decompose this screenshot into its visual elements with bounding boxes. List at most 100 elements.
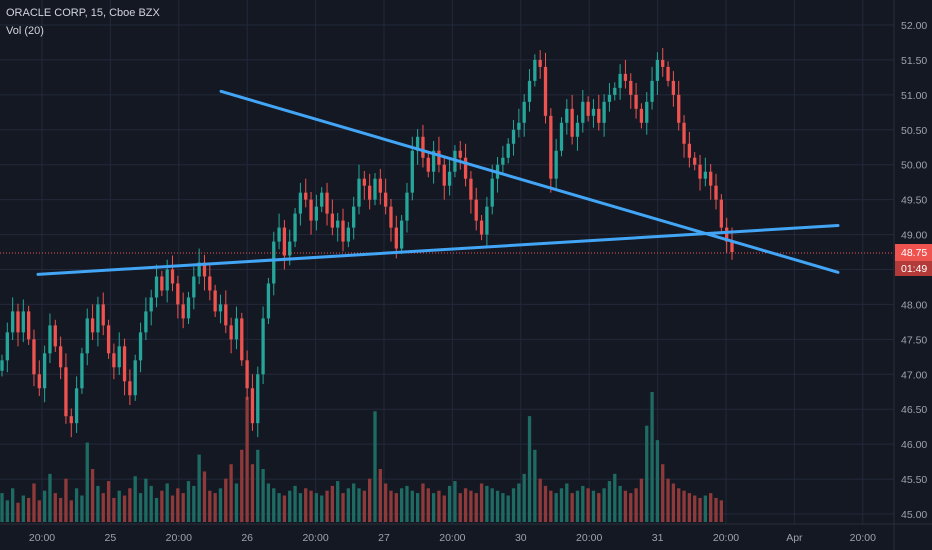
volume-bar (591, 490, 596, 522)
time-axis[interactable]: 20:00 25 20:00 26 20:00 27 20:00 30 20:00 31 20:00… (29, 532, 876, 544)
volume-bar (650, 392, 654, 522)
candle-body (165, 269, 169, 291)
candle-body (304, 192, 308, 200)
candle-body (192, 276, 196, 298)
candle-body (256, 374, 260, 424)
volume-bar (565, 483, 569, 522)
candle-body (96, 304, 100, 333)
candle-body (90, 318, 95, 333)
volume-bar (208, 490, 212, 522)
volume-bar (64, 478, 68, 522)
candle-body (661, 59, 665, 67)
candle-body (58, 346, 63, 368)
volume-bar (634, 488, 638, 522)
volume-bar (511, 488, 516, 522)
volume-bar (575, 490, 580, 522)
price-tick: 49.50 (901, 195, 927, 207)
volume-bar (341, 493, 345, 522)
candle-body (655, 59, 660, 81)
price-tick: 46.50 (901, 404, 927, 416)
volume-bar (581, 485, 585, 522)
volume-bar (320, 495, 324, 522)
volume-bar (490, 488, 494, 522)
price-tick: 50.00 (901, 160, 927, 172)
time-tick: 20:00 (576, 532, 602, 544)
price-axis[interactable]: 52.0051.5051.0050.5050.0049.5049.0048.50… (901, 20, 927, 521)
candle-body (650, 80, 654, 102)
candle-body (613, 87, 617, 95)
candle-body (101, 304, 105, 326)
volume-indicator-label[interactable]: Vol (20) (6, 25, 44, 37)
candle-body (346, 227, 351, 242)
candle-body (48, 325, 52, 354)
volume-bar (293, 485, 297, 522)
volume-bar (85, 442, 89, 522)
volume-bar (549, 490, 553, 522)
trendlines[interactable] (36, 89, 840, 276)
candle-body (309, 199, 313, 221)
volume-bar (122, 495, 127, 522)
volume-bar (405, 485, 409, 522)
volume-bar (602, 488, 606, 522)
volume-bar (261, 469, 265, 522)
volume-bar (21, 495, 25, 522)
candle-body (634, 94, 638, 109)
volume-bar (479, 483, 484, 522)
candle-body (218, 304, 223, 312)
time-tick: 31 (652, 532, 664, 544)
candle-body (618, 73, 622, 88)
candle-body (421, 136, 425, 158)
volume-bar (154, 497, 159, 522)
candle-body (32, 339, 36, 375)
volume-bar (485, 485, 489, 522)
candle-body (245, 360, 249, 389)
candle-body (506, 143, 510, 158)
volume-bar (607, 481, 612, 522)
candle-body (581, 101, 585, 123)
candle-body (511, 129, 516, 144)
volume-bar (117, 490, 121, 522)
candle-body (288, 241, 292, 256)
volume-bar (133, 476, 137, 522)
candle-body (352, 206, 356, 228)
candle-body (341, 220, 345, 242)
descending-trendline[interactable] (219, 89, 840, 274)
symbol-title[interactable]: ORACLE CORP, 15, Cboe BZX (6, 7, 161, 19)
candle-body (431, 150, 436, 172)
time-tick: 20:00 (302, 532, 328, 544)
volume-bar (410, 490, 414, 522)
time-tick: 26 (241, 532, 253, 544)
volume-bar (698, 497, 702, 522)
volume-bar (463, 488, 468, 522)
volume-bar (234, 483, 239, 522)
candle-body (0, 360, 4, 371)
volume-bar (218, 488, 223, 522)
volume-bar (11, 488, 15, 522)
candle-body (117, 346, 121, 368)
candle-body (282, 227, 287, 256)
candle-body (522, 101, 526, 123)
candle-body (703, 171, 708, 179)
volume-bar (709, 493, 713, 522)
candle-body (16, 311, 20, 333)
volume-bar (661, 464, 665, 522)
volume-bar (415, 493, 420, 522)
price-tick: 46.00 (901, 439, 927, 451)
volume-bar (719, 500, 723, 522)
candle-body (128, 381, 132, 396)
time-tick: 20:00 (166, 532, 192, 544)
candle-body (293, 213, 297, 242)
volume-bar (645, 425, 649, 522)
ascending-trendline[interactable] (36, 223, 840, 276)
candle-body (133, 360, 137, 396)
volume-bar (362, 490, 366, 522)
candle-body (725, 227, 729, 242)
price-tick: 47.50 (901, 334, 927, 346)
volume-bar (655, 440, 660, 522)
volume-bar (37, 500, 41, 522)
candle-body (181, 304, 185, 319)
volume-bar (101, 493, 105, 522)
candle-body (138, 332, 143, 361)
candle-body (170, 269, 175, 284)
